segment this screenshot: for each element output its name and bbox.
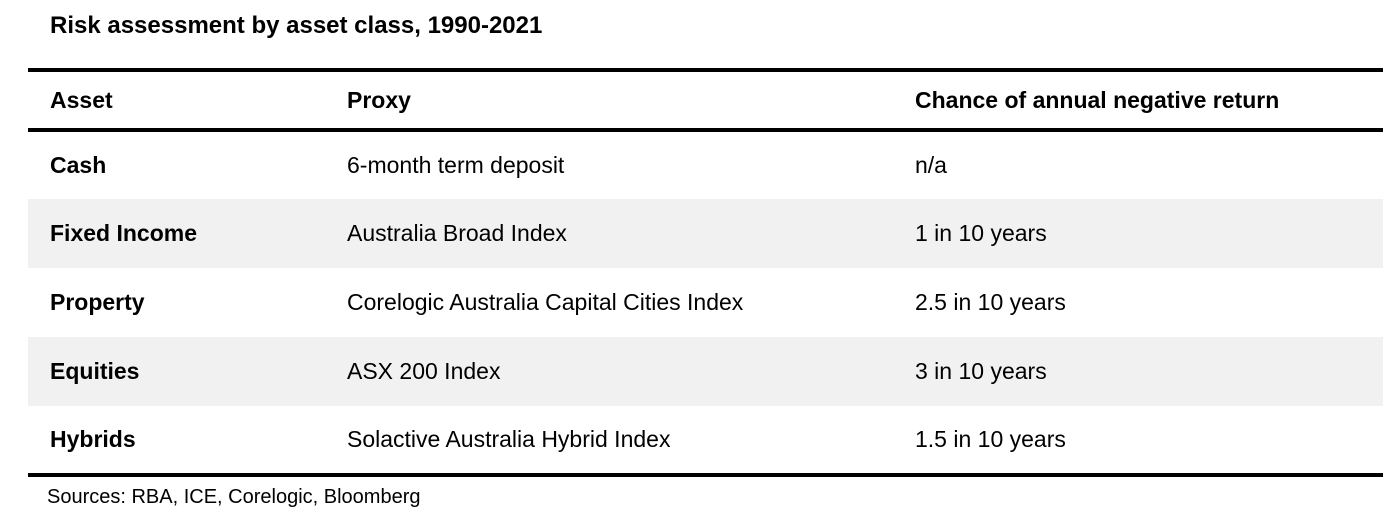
proxy-cell: ASX 200 Index — [347, 358, 501, 384]
asset-cell: Fixed Income — [50, 220, 197, 246]
table-row-property: Property Corelogic Australia Capital Cit… — [28, 268, 1383, 337]
chance-cell: n/a — [915, 152, 947, 178]
asset-cell: Hybrids — [50, 426, 136, 452]
header-row: Asset Proxy Chance of annual negative re… — [28, 70, 1383, 132]
asset-cell: Property — [50, 289, 145, 315]
proxy-cell: Corelogic Australia Capital Cities Index — [347, 289, 744, 315]
proxy-cell: 6-month term deposit — [347, 152, 565, 178]
risk-assessment-table: Asset Proxy Chance of annual negative re… — [28, 68, 1383, 477]
chance-cell: 1 in 10 years — [915, 220, 1047, 246]
asset-cell: Equities — [50, 358, 140, 384]
asset-cell: Cash — [50, 152, 107, 178]
table-row-equities: Equities ASX 200 Index 3 in 10 years — [28, 337, 1383, 406]
figure-title: Risk assessment by asset class, 1990-202… — [50, 12, 543, 39]
column-header-chance: Chance of annual negative return — [915, 70, 1383, 132]
chance-cell: 2.5 in 10 years — [915, 289, 1066, 315]
proxy-cell: Solactive Australia Hybrid Index — [347, 426, 671, 452]
sources-note: Sources: RBA, ICE, Corelogic, Bloomberg — [47, 486, 421, 508]
proxy-cell: Australia Broad Index — [347, 220, 567, 246]
table-row-fixed-income: Fixed Income Australia Broad Index 1 in … — [28, 199, 1383, 268]
chance-cell: 3 in 10 years — [915, 358, 1047, 384]
table-row-hybrids: Hybrids Solactive Australia Hybrid Index… — [28, 406, 1383, 475]
risk-assessment-figure: Risk assessment by asset class, 1990-202… — [0, 11, 1398, 528]
column-header-asset: Asset — [28, 70, 347, 132]
column-header-proxy: Proxy — [347, 70, 915, 132]
table-row-cash: Cash 6-month term deposit n/a — [28, 130, 1383, 199]
chance-cell: 1.5 in 10 years — [915, 426, 1066, 452]
